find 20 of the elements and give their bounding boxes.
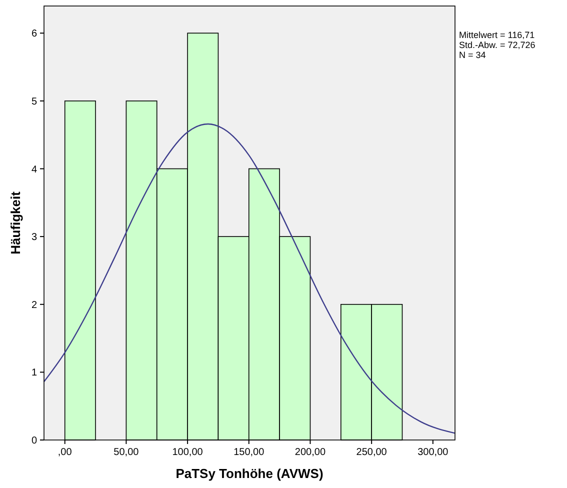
line-series <box>43 123 456 434</box>
y-tick-label: 1 <box>31 368 38 379</box>
text: Std.-Abw. = 72,726 <box>459 40 536 50</box>
y-tick-label: 4 <box>31 164 38 176</box>
x-tick-label: 300,00 <box>418 447 449 458</box>
x-tick-label: ,00 <box>58 447 72 458</box>
text: Mittelwert = 116,71 <box>459 30 535 40</box>
x-axis-title: PaTSy Tonhöhe (AVWS) <box>176 466 324 481</box>
y-tick-label: 0 <box>31 436 38 446</box>
x-tick-label: 150,00 <box>234 447 265 458</box>
y-tick-label: 3 <box>31 232 38 244</box>
y-tick-label: 2 <box>31 300 38 311</box>
y-tick-label: 5 <box>31 96 38 108</box>
x-tick-label: 50,00 <box>114 447 140 458</box>
y-tick-label: 6 <box>31 28 38 40</box>
x-tick-label: 200,00 <box>294 447 326 458</box>
x-tick-label: 100,00 <box>172 447 204 458</box>
text: N = 34 <box>459 50 486 60</box>
x-tick-label: 250,00 <box>356 447 388 458</box>
y-axis-title: Häufigkeit <box>8 190 23 254</box>
